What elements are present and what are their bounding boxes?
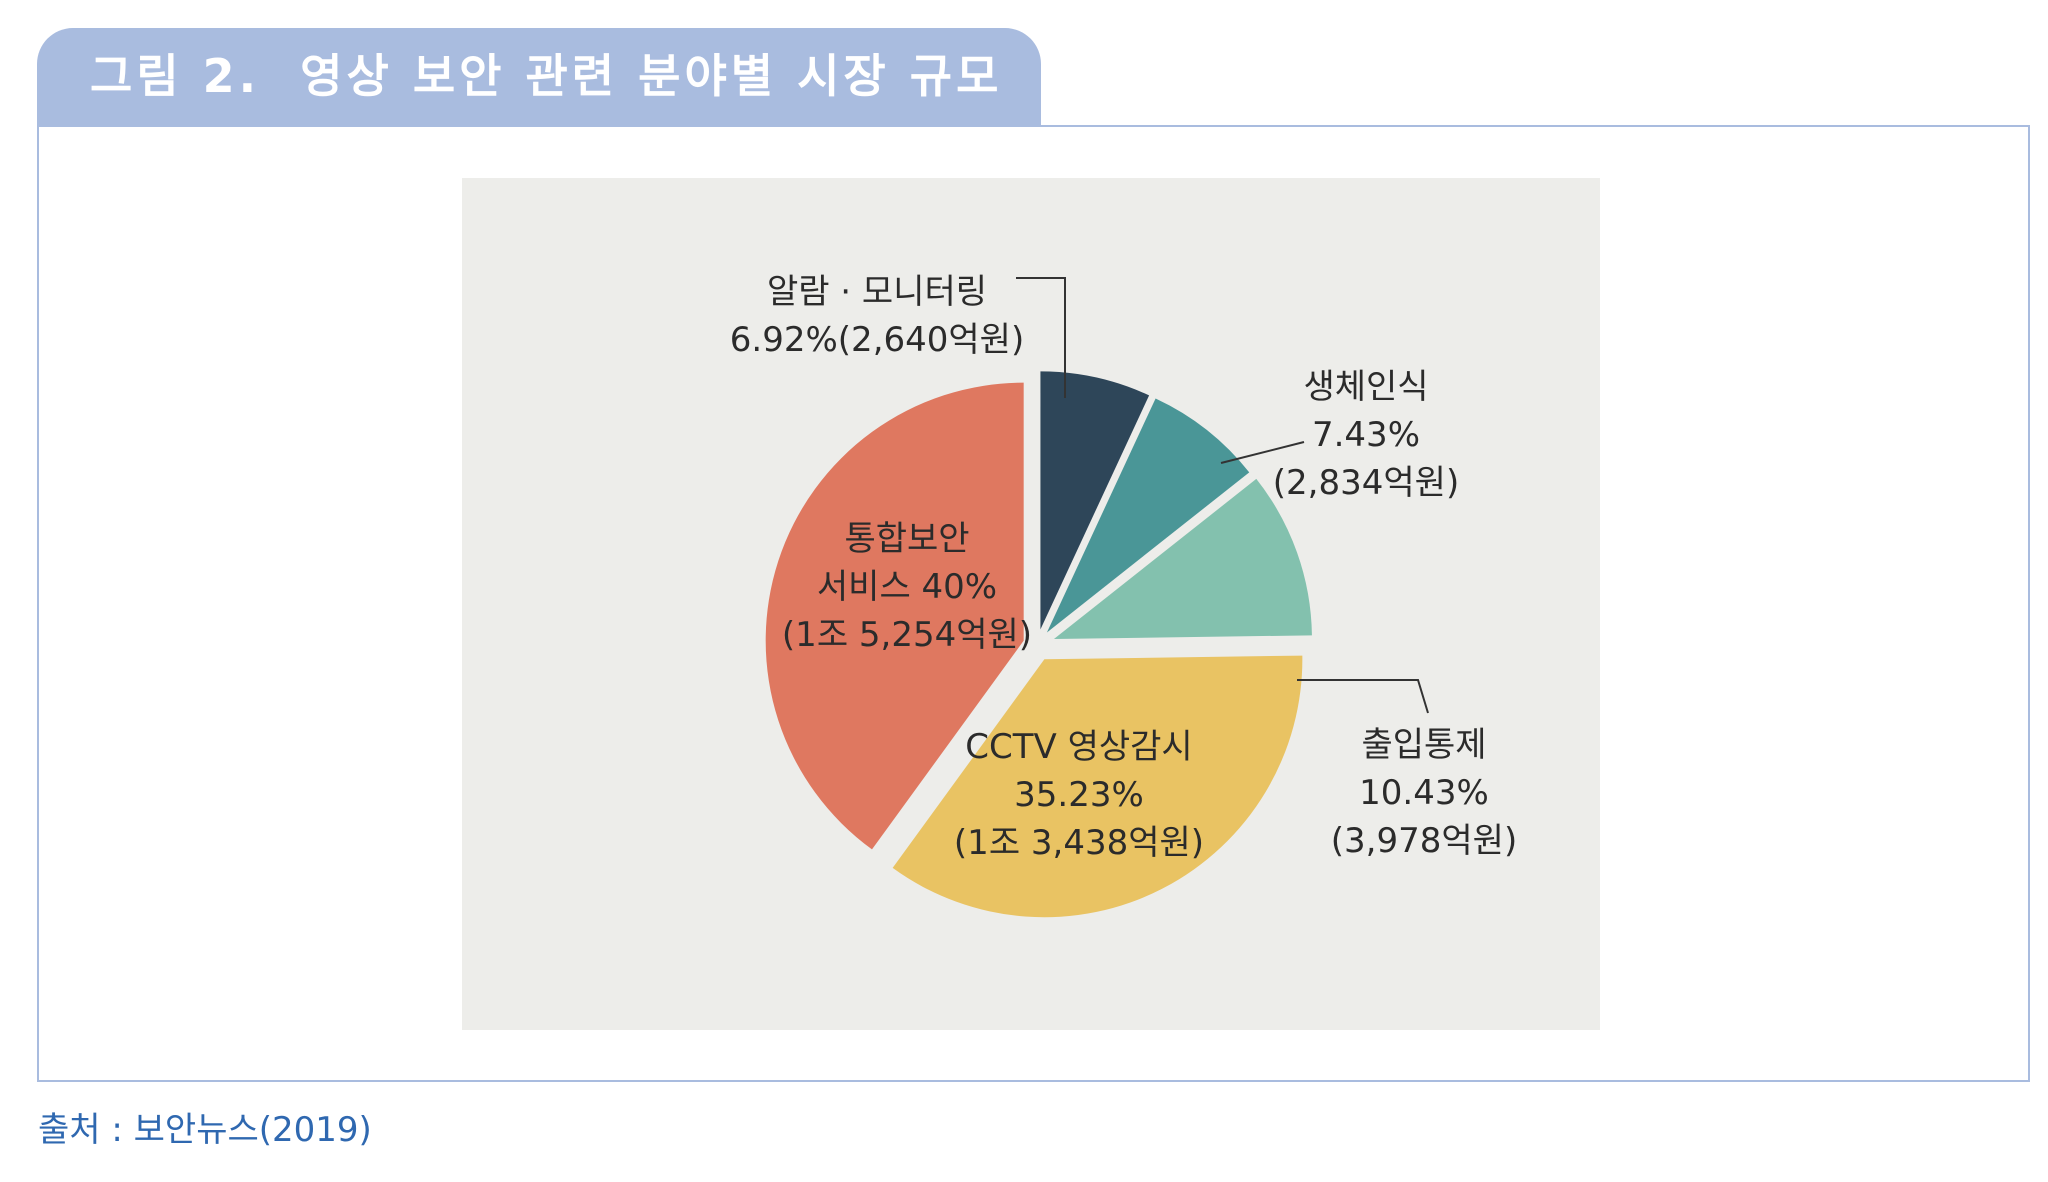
pie-slice-통합보안-서비스 xyxy=(765,382,1024,850)
figure-title: 그림 2. 영상 보안 관련 분야별 시장 규모 xyxy=(90,49,1003,103)
pie-slice-생체인식 xyxy=(1046,398,1250,633)
pie-slice-알람-모니터링 xyxy=(1040,371,1150,630)
slice-label-line: 통합보안 xyxy=(844,519,969,559)
pie-chart: 알람 · 모니터링 6.92%(2,640억원) 생체인식 7.43% (2,834억원… xyxy=(730,272,1517,918)
leader-line-생체인식 xyxy=(1220,441,1305,464)
pie-slice-CCTV-영상감시 xyxy=(892,655,1303,918)
slice-label-생체인식: 생체인식 7.43% (2,834억원) xyxy=(1273,367,1459,503)
leader-line-출입통제 xyxy=(1297,679,1429,714)
slice-label-line: 10.43% xyxy=(1359,773,1489,813)
pie-slice-출입통제 xyxy=(1053,478,1312,639)
slice-label-line: 출입통제 xyxy=(1361,725,1486,765)
slice-label-line: (3,978억원) xyxy=(1331,821,1517,861)
slice-label-line: (1조 5,254억원) xyxy=(782,615,1032,655)
slice-label-line: 생체인식 xyxy=(1303,367,1428,407)
slice-label-출입통제: 출입통제 10.43% (3,978억원) xyxy=(1331,725,1517,861)
slice-label-line: (2,834억원) xyxy=(1273,463,1459,503)
slice-label-line: 6.92%(2,640억원) xyxy=(730,320,1024,360)
figure-title-tab xyxy=(37,28,1041,125)
slice-label-line: 7.43% xyxy=(1312,415,1420,455)
slice-label-line: CCTV 영상감시 xyxy=(965,727,1192,767)
figure-source: 출처 : 보안뉴스(2019) xyxy=(38,1110,372,1150)
leader-line-알람-모니터링 xyxy=(1016,277,1066,398)
slice-label-line: (1조 3,438억원) xyxy=(954,823,1204,863)
slice-label-line: 서비스 40% xyxy=(817,567,997,607)
slice-label-CCTV-영상감시: CCTV 영상감시 35.23% (1조 3,438억원) xyxy=(954,727,1204,863)
slice-label-알람-모니터링: 알람 · 모니터링 6.92%(2,640억원) xyxy=(730,272,1024,360)
chart-panel: 알람 · 모니터링 6.92%(2,640억원) 생체인식 7.43% (2,834억원… xyxy=(462,178,1600,1030)
slice-label-line: 알람 · 모니터링 xyxy=(767,272,987,312)
slice-label-line: 35.23% xyxy=(1014,775,1144,815)
